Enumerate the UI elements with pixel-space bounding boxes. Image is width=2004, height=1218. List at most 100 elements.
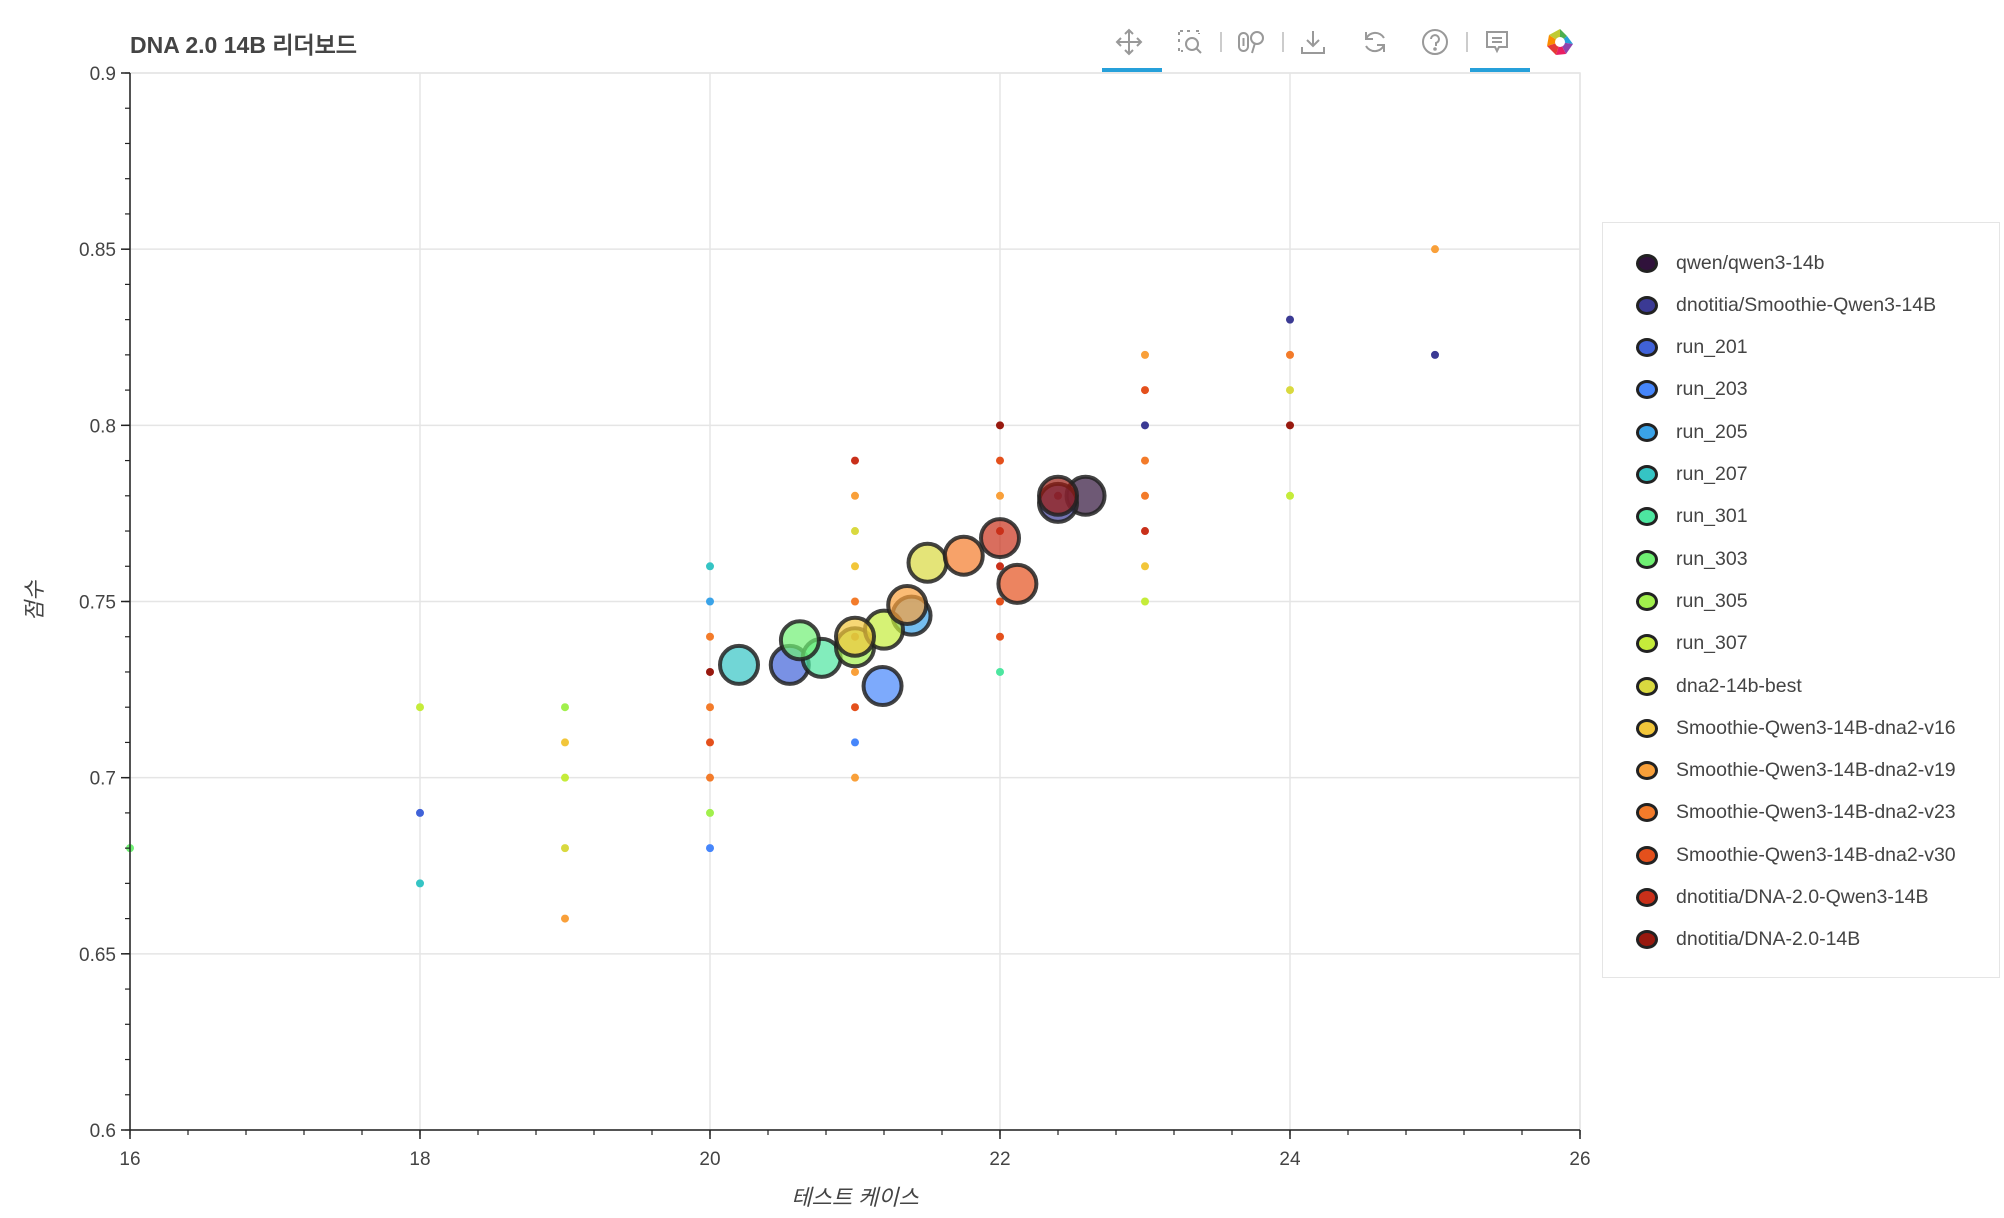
data-point[interactable] bbox=[561, 703, 569, 712]
data-point[interactable] bbox=[706, 773, 714, 782]
data-point[interactable] bbox=[1141, 562, 1149, 571]
reset-tool[interactable] bbox=[1353, 22, 1397, 62]
data-point[interactable] bbox=[706, 703, 714, 712]
data-point[interactable] bbox=[416, 879, 424, 888]
series-mean-marker[interactable] bbox=[778, 619, 821, 662]
data-point[interactable] bbox=[851, 703, 859, 712]
data-point[interactable] bbox=[1286, 350, 1294, 359]
legend-swatch bbox=[1636, 888, 1658, 907]
legend-item[interactable]: dnotitia/DNA-2.0-14B bbox=[1603, 919, 1860, 961]
legend-item[interactable]: Smoothie-Qwen3-14B-dna2-v19 bbox=[1603, 750, 1956, 792]
legend-item[interactable]: dnotitia/Smoothie-Qwen3-14B bbox=[1603, 284, 1936, 326]
series-mean-marker[interactable] bbox=[942, 534, 985, 577]
data-point[interactable] bbox=[561, 844, 569, 853]
legend-item[interactable]: qwen/qwen3-14b bbox=[1603, 242, 1825, 284]
series-mean-marker[interactable] bbox=[996, 562, 1039, 605]
data-point[interactable] bbox=[1141, 597, 1149, 606]
series-mean-marker[interactable] bbox=[834, 615, 876, 658]
legend-item[interactable]: run_301 bbox=[1603, 496, 1748, 538]
data-point[interactable] bbox=[706, 667, 714, 676]
hover-icon bbox=[1486, 31, 1508, 54]
data-point[interactable] bbox=[1431, 245, 1439, 254]
data-point[interactable] bbox=[1141, 527, 1149, 536]
series-mean-marker[interactable] bbox=[718, 643, 760, 686]
data-point[interactable] bbox=[1141, 350, 1149, 359]
data-point[interactable] bbox=[1286, 386, 1294, 395]
data-point[interactable] bbox=[416, 703, 424, 712]
series-mean-marker[interactable] bbox=[979, 517, 1021, 560]
save-tool[interactable] bbox=[1291, 22, 1335, 62]
bokeh-logo-icon bbox=[1547, 29, 1573, 55]
data-point[interactable] bbox=[996, 597, 1004, 606]
help-tool[interactable] bbox=[1413, 22, 1457, 62]
box-zoom-tool[interactable] bbox=[1168, 22, 1212, 62]
series-mean-marker[interactable] bbox=[886, 584, 929, 627]
data-point[interactable] bbox=[851, 597, 859, 606]
legend-item[interactable]: dna2-14b-best bbox=[1603, 665, 1802, 707]
data-point[interactable] bbox=[851, 562, 859, 571]
data-point[interactable] bbox=[561, 914, 569, 923]
legend-item[interactable]: Smoothie-Qwen3-14B-dna2-v16 bbox=[1603, 707, 1956, 749]
data-point[interactable] bbox=[996, 632, 1004, 641]
legend-item[interactable]: run_305 bbox=[1603, 580, 1748, 622]
pan-tool[interactable] bbox=[1107, 22, 1151, 62]
legend-label: dnotitia/DNA-2.0-Qwen3-14B bbox=[1676, 886, 1929, 908]
data-point[interactable] bbox=[1286, 491, 1294, 500]
hover-tool[interactable] bbox=[1475, 22, 1519, 62]
data-point[interactable] bbox=[851, 456, 859, 465]
legend-item[interactable]: run_207 bbox=[1603, 454, 1748, 496]
legend-label: run_203 bbox=[1676, 378, 1748, 401]
data-point[interactable] bbox=[851, 491, 859, 500]
data-point[interactable] bbox=[1286, 421, 1294, 430]
legend-item[interactable]: run_307 bbox=[1603, 623, 1748, 665]
data-point[interactable] bbox=[1286, 315, 1294, 324]
legend-item[interactable]: Smoothie-Qwen3-14B-dna2-v30 bbox=[1603, 834, 1956, 876]
legend-item[interactable]: run_205 bbox=[1603, 411, 1748, 453]
legend-label: run_205 bbox=[1676, 420, 1748, 443]
data-point[interactable] bbox=[416, 808, 424, 817]
data-point[interactable] bbox=[1431, 350, 1439, 359]
data-point[interactable] bbox=[561, 773, 569, 782]
legend-item[interactable]: run_201 bbox=[1603, 327, 1748, 369]
legend-label: Smoothie-Qwen3-14B-dna2-v19 bbox=[1676, 759, 1956, 782]
series-mean-marker[interactable] bbox=[1037, 474, 1079, 517]
series-mean-marker[interactable] bbox=[861, 665, 904, 708]
legend-item[interactable]: run_203 bbox=[1603, 369, 1748, 411]
wheel-zoom-icon bbox=[1238, 31, 1264, 54]
x-tick-label: 16 bbox=[119, 1149, 140, 1170]
wheel-zoom-tool[interactable] bbox=[1229, 22, 1273, 62]
data-point[interactable] bbox=[706, 808, 714, 817]
bokeh-logo[interactable] bbox=[1538, 22, 1582, 62]
data-point[interactable] bbox=[996, 562, 1004, 571]
data-point[interactable] bbox=[1141, 421, 1149, 430]
y-tick-label: 0.65 bbox=[79, 945, 116, 966]
legend-swatch bbox=[1636, 761, 1658, 781]
data-point[interactable] bbox=[996, 456, 1004, 465]
data-point[interactable] bbox=[851, 738, 859, 747]
data-point[interactable] bbox=[706, 738, 714, 747]
data-point[interactable] bbox=[996, 491, 1004, 500]
box-zoom-icon bbox=[1178, 30, 1202, 54]
legend-swatch bbox=[1636, 845, 1658, 865]
data-point[interactable] bbox=[706, 562, 714, 571]
data-point[interactable] bbox=[1141, 456, 1149, 465]
data-point[interactable] bbox=[996, 421, 1004, 430]
data-point[interactable] bbox=[706, 844, 714, 853]
data-point[interactable] bbox=[851, 527, 859, 536]
data-point[interactable] bbox=[706, 632, 714, 641]
legend-item[interactable]: run_303 bbox=[1603, 538, 1748, 580]
series-mean-marker[interactable] bbox=[906, 541, 949, 584]
data-point[interactable] bbox=[996, 667, 1004, 676]
data-point[interactable] bbox=[1141, 491, 1149, 500]
y-tick-label: 0.85 bbox=[79, 240, 116, 261]
legend-item[interactable]: Smoothie-Qwen3-14B-dna2-v23 bbox=[1603, 792, 1956, 834]
data-point[interactable] bbox=[851, 667, 859, 676]
data-point[interactable] bbox=[851, 773, 859, 782]
x-tick-label: 24 bbox=[1279, 1149, 1301, 1170]
data-point[interactable] bbox=[1141, 386, 1149, 395]
legend-label: Smoothie-Qwen3-14B-dna2-v23 bbox=[1676, 801, 1956, 824]
legend-item[interactable]: dnotitia/DNA-2.0-Qwen3-14B bbox=[1603, 877, 1929, 919]
data-point[interactable] bbox=[561, 738, 569, 747]
data-point[interactable] bbox=[706, 597, 714, 606]
